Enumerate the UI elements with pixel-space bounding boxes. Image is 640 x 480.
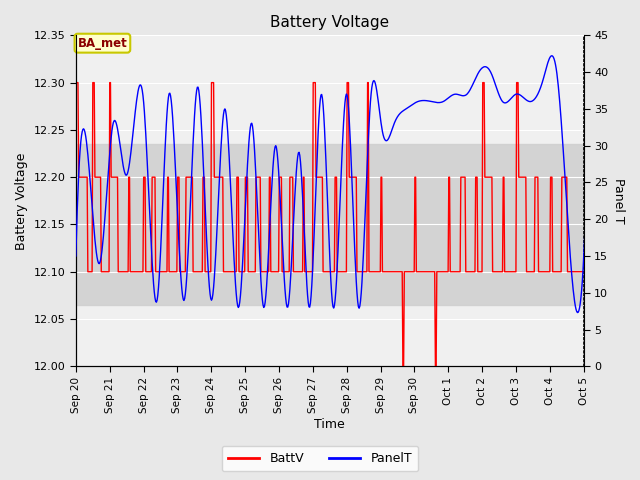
Y-axis label: Battery Voltage: Battery Voltage xyxy=(15,152,28,250)
Bar xyxy=(76,144,584,305)
Legend: BattV, PanelT: BattV, PanelT xyxy=(222,446,418,471)
X-axis label: Time: Time xyxy=(314,419,345,432)
Text: BA_met: BA_met xyxy=(77,36,127,50)
Title: Battery Voltage: Battery Voltage xyxy=(270,15,389,30)
Y-axis label: Panel T: Panel T xyxy=(612,178,625,224)
